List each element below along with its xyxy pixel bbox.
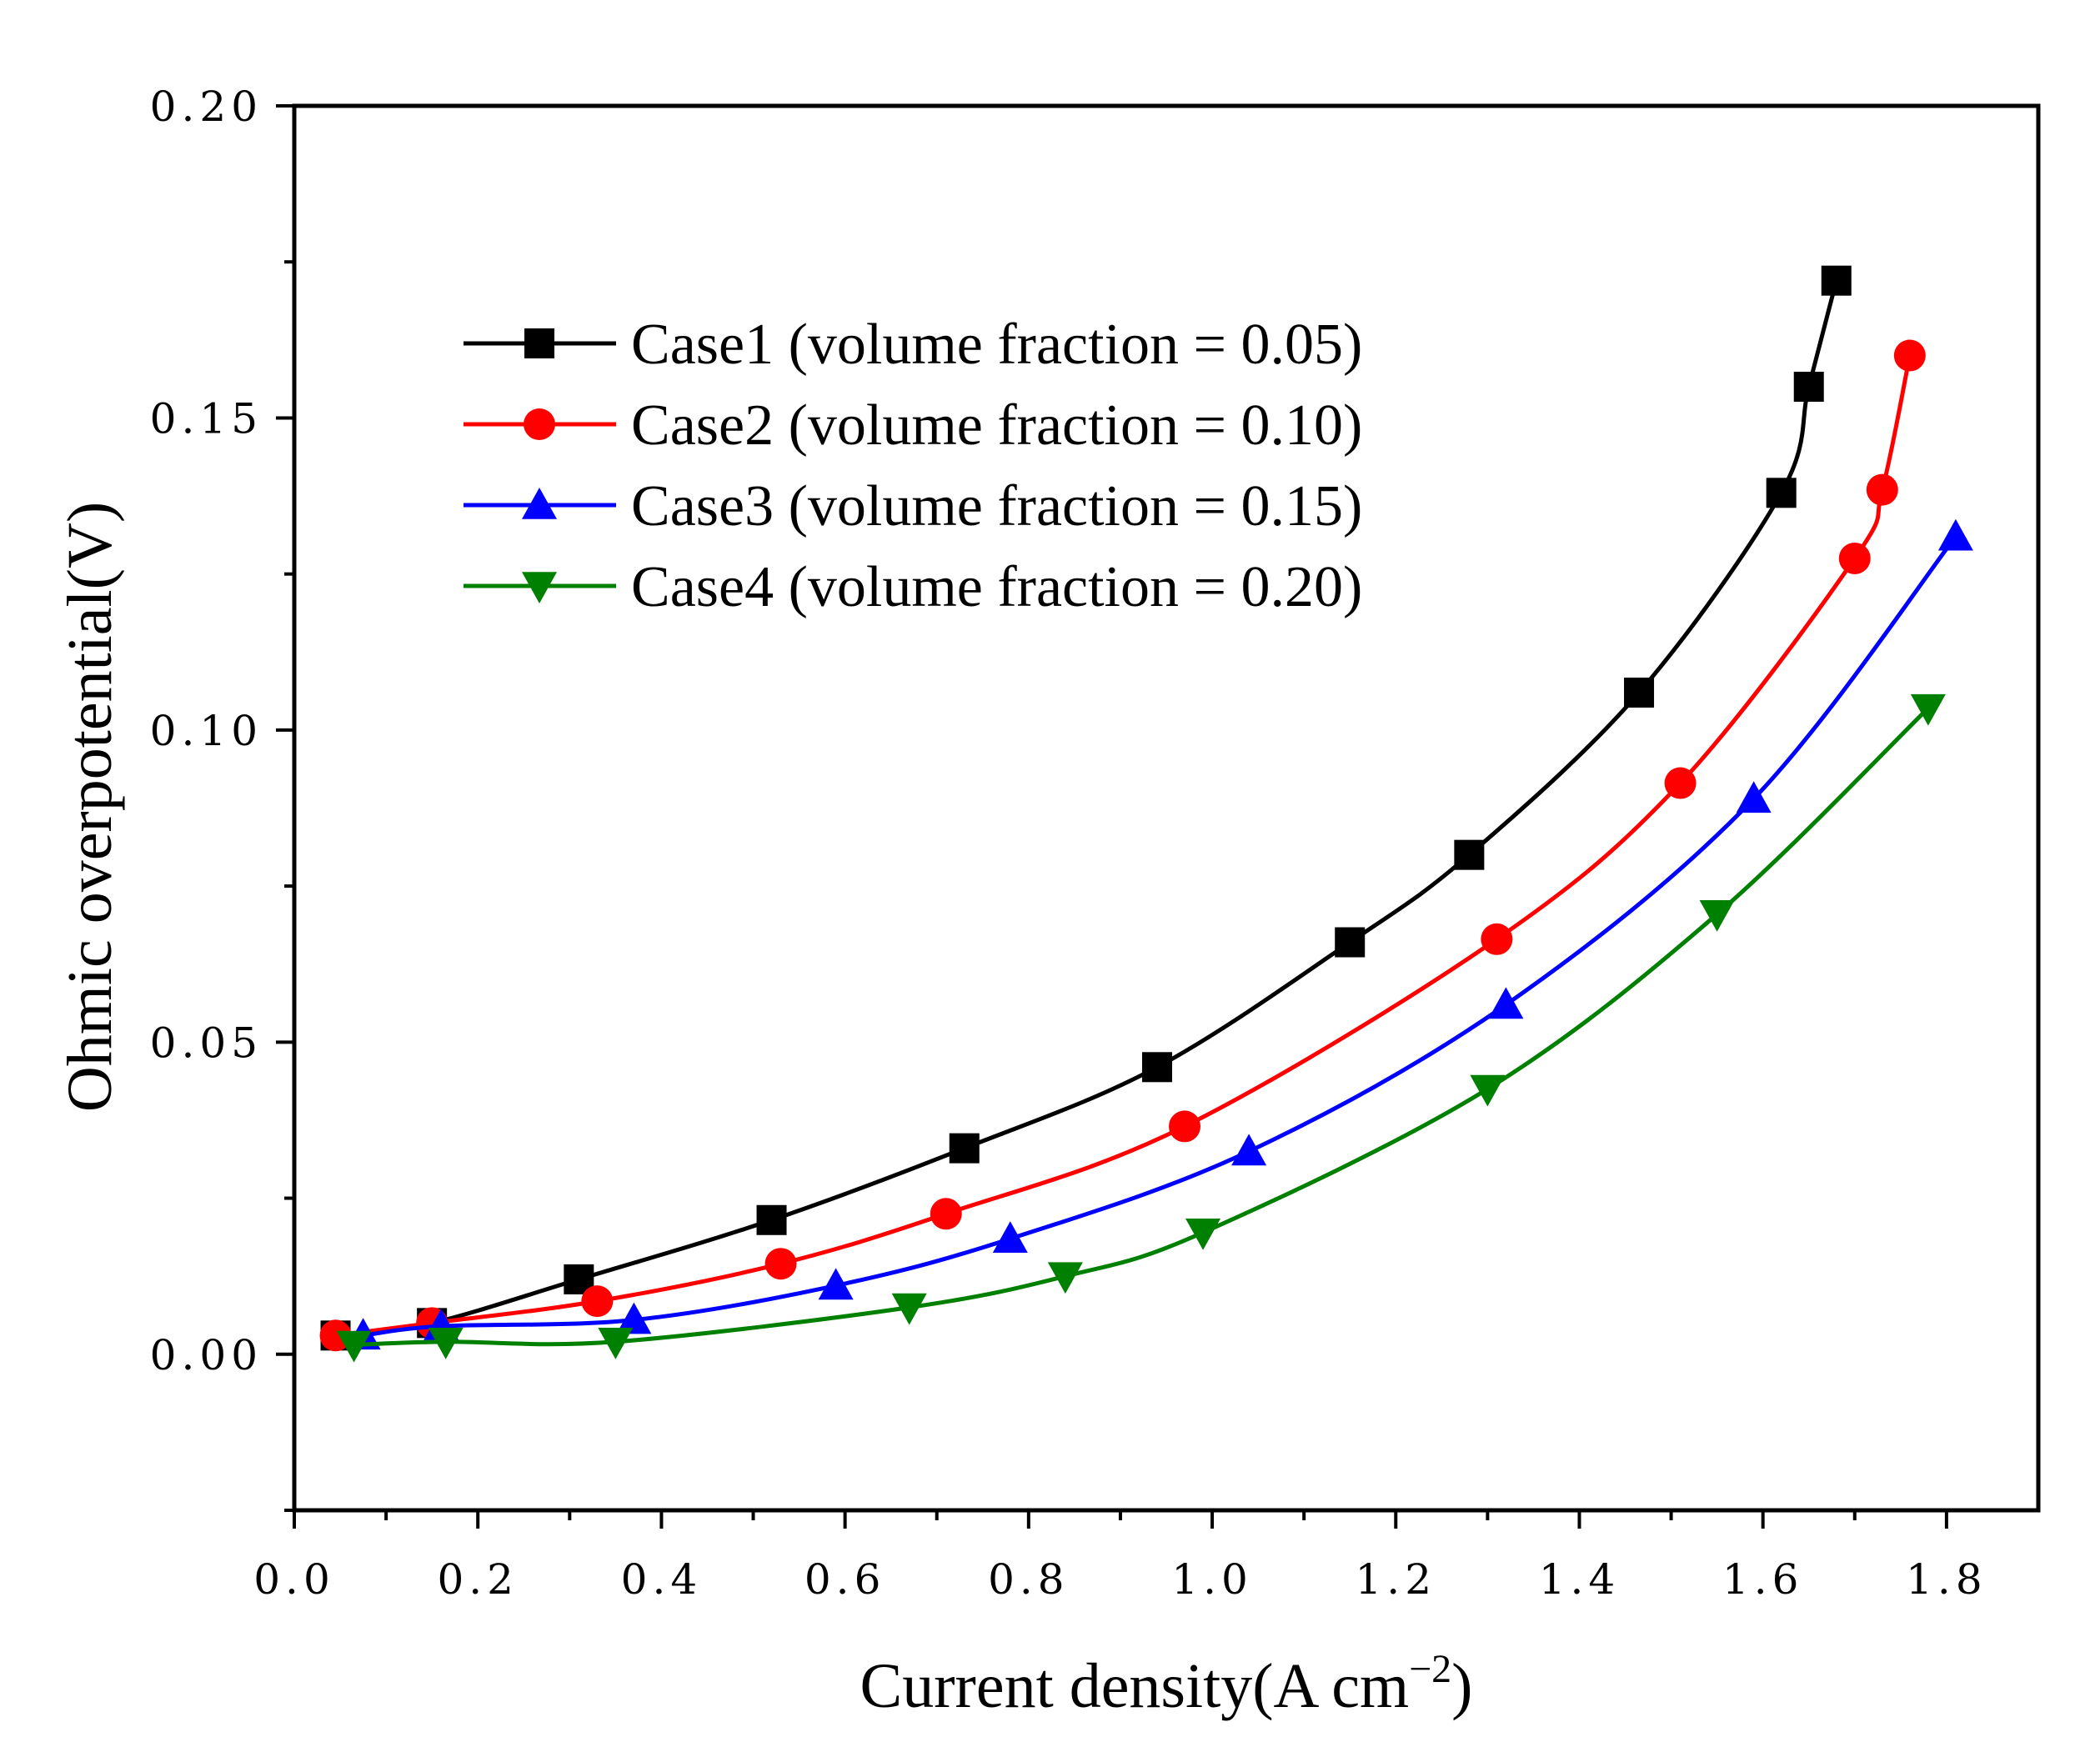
legend-label: Case1 (volume fraction = 0.05) xyxy=(631,313,1362,377)
data-point xyxy=(1169,1110,1201,1143)
legend-marker xyxy=(524,408,555,440)
x-axis-title-suffix: ) xyxy=(1451,1651,1472,1721)
series-case4 xyxy=(336,693,1946,1363)
legend-marker xyxy=(524,328,554,358)
legend-item: Case2 (volume fraction = 0.10) xyxy=(464,393,1362,458)
x-tick-label: 1.4 xyxy=(1539,1555,1621,1604)
y-tick-label: 0.00 xyxy=(150,1331,263,1379)
x-tick-label: 0.2 xyxy=(437,1555,519,1604)
data-point xyxy=(1624,677,1655,708)
y-tick-label: 0.10 xyxy=(150,707,263,755)
legend-item: Case3 (volume fraction = 0.15) xyxy=(464,474,1362,538)
series-layer xyxy=(319,265,1973,1363)
data-point xyxy=(949,1133,980,1164)
data-point xyxy=(1937,518,1973,551)
series-case1 xyxy=(320,265,1852,1351)
data-point xyxy=(1664,767,1697,799)
x-tick-label: 0.4 xyxy=(621,1555,703,1604)
x-axis-title-superscript: −2 xyxy=(1409,1647,1451,1691)
y-axis-title: Ohmic overpotential(V) xyxy=(55,502,125,1112)
y-axis-ticks: 0.00 0.05 0.10 0.15 0.20 xyxy=(150,83,294,1512)
data-point xyxy=(1335,927,1366,958)
data-point xyxy=(1481,923,1513,955)
x-tick-label: 0.6 xyxy=(804,1555,886,1604)
x-tick-label: 0.8 xyxy=(988,1555,1070,1604)
x-tick-label: 0.0 xyxy=(253,1555,335,1604)
data-point xyxy=(764,1248,797,1280)
x-tick-label: 1.6 xyxy=(1722,1555,1804,1604)
data-point xyxy=(1699,900,1735,932)
data-point xyxy=(992,1221,1028,1254)
legend-item: Case1 (volume fraction = 0.05) xyxy=(464,313,1362,377)
data-point xyxy=(1893,339,1926,372)
legend-label: Case2 (volume fraction = 0.10) xyxy=(631,393,1362,458)
y-tick-label: 0.15 xyxy=(150,394,263,443)
x-tick-label: 1.8 xyxy=(1906,1555,1987,1604)
data-point xyxy=(1866,473,1898,506)
data-point xyxy=(1821,265,1852,296)
data-point xyxy=(1736,781,1772,813)
x-tick-label: 1.0 xyxy=(1171,1555,1253,1604)
data-point xyxy=(891,1293,927,1325)
y-tick-label: 0.20 xyxy=(150,83,263,131)
data-point xyxy=(756,1204,787,1235)
data-point xyxy=(428,1328,464,1359)
data-point xyxy=(581,1285,614,1318)
series-case2 xyxy=(319,339,1926,1352)
data-point xyxy=(1047,1262,1083,1294)
data-point xyxy=(1488,987,1524,1019)
data-point xyxy=(616,1302,652,1334)
data-point xyxy=(598,1328,634,1359)
plot-frame xyxy=(292,103,2041,1513)
data-point xyxy=(1838,542,1871,574)
data-point xyxy=(930,1198,962,1230)
y-tick-label: 0.05 xyxy=(150,1019,263,1067)
series-case3 xyxy=(345,518,1973,1350)
x-axis-title-main: Current density(A cm xyxy=(860,1651,1410,1721)
x-axis-ticks: 0.0 0.2 0.4 0.6 0.8 1.0 1.2 1.4 1.6 1.8 xyxy=(253,1510,1987,1604)
data-point xyxy=(1185,1218,1221,1250)
series-line xyxy=(363,535,1957,1338)
series-line xyxy=(353,706,1930,1348)
x-tick-label: 1.2 xyxy=(1355,1555,1436,1604)
data-point xyxy=(1793,372,1824,402)
legend-item: Case4 (volume fraction = 0.20) xyxy=(464,555,1362,619)
legend-label: Case3 (volume fraction = 0.15) xyxy=(631,474,1362,538)
data-point xyxy=(1454,839,1485,870)
legend-label: Case4 (volume fraction = 0.20) xyxy=(631,555,1362,619)
data-point xyxy=(818,1268,854,1300)
legend-marker xyxy=(522,488,557,519)
data-point xyxy=(1141,1052,1172,1083)
data-point xyxy=(1766,478,1797,508)
data-point xyxy=(1910,693,1946,726)
data-point xyxy=(1231,1134,1267,1166)
data-point xyxy=(336,1330,372,1363)
legend: Case1 (volume fraction = 0.05) Case2 (vol… xyxy=(464,313,1362,619)
legend-marker xyxy=(522,572,557,603)
data-point xyxy=(1470,1074,1506,1107)
x-axis-title: Current density(A cm−2) xyxy=(860,1647,1473,1721)
